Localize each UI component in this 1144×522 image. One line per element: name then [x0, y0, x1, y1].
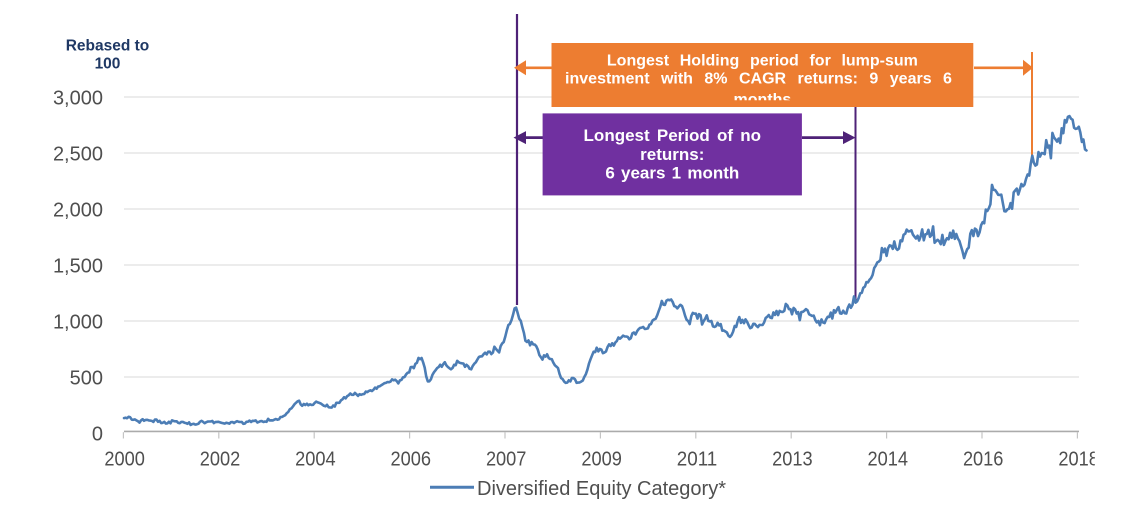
svg-text:500: 500 — [70, 367, 103, 389]
svg-text:2013: 2013 — [772, 448, 813, 470]
svg-text:2006: 2006 — [391, 448, 432, 470]
svg-text:Diversified Equity Category*: Diversified Equity Category* — [477, 478, 726, 500]
svg-text:Longest Period of no: Longest Period of no — [584, 126, 762, 145]
svg-text:2000: 2000 — [104, 448, 145, 470]
svg-text:2004: 2004 — [295, 448, 336, 470]
svg-text:Longest Holding period for lum: Longest Holding period for lump-sum — [607, 53, 918, 70]
svg-text:2014: 2014 — [868, 448, 909, 470]
svg-text:returns:: returns: — [640, 145, 704, 164]
svg-text:Rebased to: Rebased to — [66, 38, 150, 55]
svg-text:2,000: 2,000 — [53, 199, 103, 221]
svg-text:2018: 2018 — [1058, 448, 1099, 470]
svg-text:1,000: 1,000 — [53, 311, 103, 333]
svg-text:2,500: 2,500 — [53, 143, 103, 165]
svg-text:2007: 2007 — [486, 448, 527, 470]
svg-text:0: 0 — [92, 423, 103, 445]
svg-text:1,500: 1,500 — [53, 255, 103, 277]
svg-text:6 years 1 month: 6 years 1 month — [605, 164, 739, 183]
svg-text:2009: 2009 — [581, 448, 622, 470]
svg-text:months: months — [734, 92, 792, 109]
svg-text:3,000: 3,000 — [53, 87, 103, 109]
svg-text:2011: 2011 — [677, 448, 718, 470]
svg-text:2016: 2016 — [963, 448, 1004, 470]
svg-text:100: 100 — [95, 55, 121, 72]
svg-text:investment with 8% CAGR return: investment with 8% CAGR returns: 9 years… — [565, 71, 952, 88]
svg-text:2002: 2002 — [200, 448, 241, 470]
